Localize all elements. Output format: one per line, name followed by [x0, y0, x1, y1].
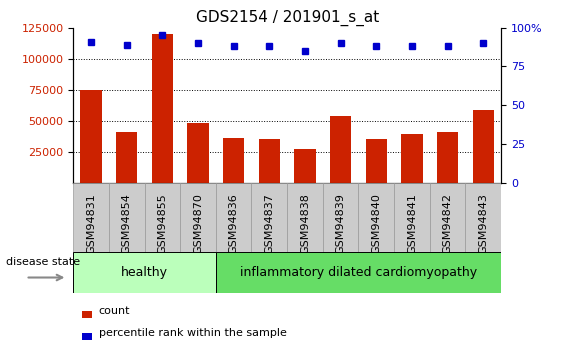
Bar: [109, 183, 145, 252]
Text: GSM94836: GSM94836: [229, 193, 239, 254]
Bar: [394, 183, 430, 252]
Bar: [430, 183, 466, 252]
Bar: [145, 183, 180, 252]
Bar: [116, 132, 137, 183]
Bar: [365, 139, 387, 183]
Bar: [359, 183, 394, 252]
Text: disease state: disease state: [6, 257, 80, 267]
Text: healthy: healthy: [121, 266, 168, 279]
Bar: [472, 110, 494, 183]
Text: GSM94839: GSM94839: [336, 193, 346, 254]
Bar: [323, 183, 359, 252]
Bar: [466, 183, 501, 252]
Bar: [294, 149, 316, 183]
Text: GSM94842: GSM94842: [443, 193, 453, 254]
Bar: [216, 183, 252, 252]
Bar: [258, 139, 280, 183]
Title: GDS2154 / 201901_s_at: GDS2154 / 201901_s_at: [195, 10, 379, 26]
Text: GSM94854: GSM94854: [122, 193, 132, 254]
Bar: [437, 132, 458, 183]
Text: GSM94855: GSM94855: [157, 193, 167, 254]
Text: GSM94837: GSM94837: [264, 193, 274, 254]
Bar: [287, 183, 323, 252]
Bar: [180, 183, 216, 252]
Text: GSM94838: GSM94838: [300, 193, 310, 254]
Bar: [151, 34, 173, 183]
Bar: [252, 183, 287, 252]
Text: inflammatory dilated cardiomyopathy: inflammatory dilated cardiomyopathy: [240, 266, 477, 279]
Text: GSM94841: GSM94841: [407, 193, 417, 254]
Bar: [82, 312, 92, 318]
Text: percentile rank within the sample: percentile rank within the sample: [99, 328, 287, 338]
Bar: [81, 90, 102, 183]
Bar: [216, 252, 501, 293]
Bar: [73, 252, 216, 293]
Bar: [82, 333, 92, 340]
Bar: [73, 183, 109, 252]
Bar: [223, 138, 244, 183]
Text: count: count: [99, 306, 131, 316]
Text: GSM94840: GSM94840: [371, 193, 381, 254]
Bar: [401, 135, 423, 183]
Text: GSM94870: GSM94870: [193, 193, 203, 254]
Text: GSM94831: GSM94831: [86, 193, 96, 254]
Bar: [330, 116, 351, 183]
Text: GSM94843: GSM94843: [478, 193, 488, 254]
Bar: [187, 123, 209, 183]
